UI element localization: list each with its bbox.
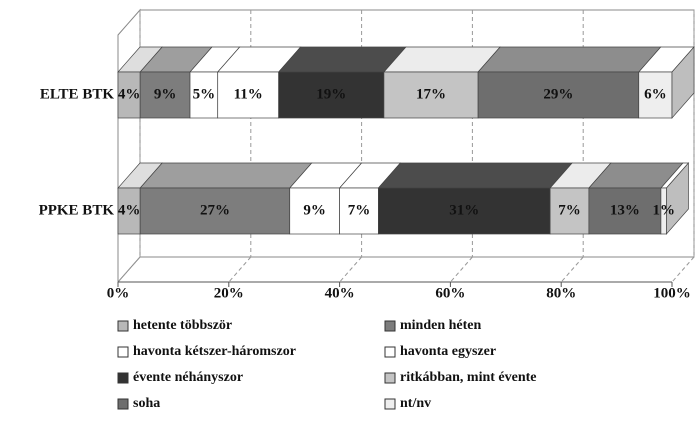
data-label: 9% xyxy=(154,86,177,102)
legend-swatch xyxy=(384,372,396,384)
x-tick-label: 20% xyxy=(214,285,244,301)
data-label: 9% xyxy=(303,202,326,218)
grid-line xyxy=(339,256,362,283)
data-label: 13% xyxy=(610,202,640,218)
legend-label: évente néhányszor xyxy=(133,370,243,385)
x-tick-label: 60% xyxy=(435,285,465,301)
bar-segment xyxy=(378,187,551,235)
legend-label: havonta egyszer xyxy=(400,344,496,359)
legend-label: havonta kétszer-háromszor xyxy=(133,344,296,359)
legend-swatch xyxy=(117,346,129,358)
data-label: 31% xyxy=(449,202,479,218)
bar-segment xyxy=(339,187,379,235)
data-label: 7% xyxy=(348,202,371,218)
legend-swatch xyxy=(384,346,396,358)
bar-side xyxy=(671,46,695,119)
bar-top xyxy=(139,162,313,189)
bar-segment xyxy=(289,187,340,235)
data-label: 4% xyxy=(118,202,141,218)
grid-line xyxy=(671,256,695,283)
x-tick-label: 80% xyxy=(546,285,576,301)
data-label: 11% xyxy=(234,86,263,102)
bar-segment xyxy=(139,71,191,119)
category-label: ELTE BTK xyxy=(40,86,114,102)
legend-label: nt/nv xyxy=(400,396,431,411)
data-label: 7% xyxy=(558,202,581,218)
x-tick-label: 100% xyxy=(653,285,691,301)
legend-swatch xyxy=(384,398,396,410)
data-label: 6% xyxy=(644,86,667,102)
legend-swatch xyxy=(117,372,129,384)
bar-segment xyxy=(638,71,673,119)
legend-swatch xyxy=(117,320,129,332)
data-label: 5% xyxy=(193,86,216,102)
bar-top xyxy=(477,46,662,73)
category-label: PPKE BTK xyxy=(39,202,115,218)
x-tick-label: 40% xyxy=(325,285,355,301)
bar-segment xyxy=(217,71,280,119)
grid-line xyxy=(228,256,252,283)
legend-label: soha xyxy=(133,396,160,411)
data-label: 4% xyxy=(118,86,141,102)
grid-line xyxy=(117,256,141,283)
bar-segment xyxy=(383,71,479,119)
bar-top xyxy=(377,162,573,189)
data-label: 27% xyxy=(200,202,230,218)
data-label: 1% xyxy=(652,202,675,218)
grid-line xyxy=(450,256,473,283)
legend-label: ritkábban, mint évente xyxy=(400,370,537,385)
legend-swatch xyxy=(384,320,396,332)
bar-segment xyxy=(278,71,385,119)
legend-label: minden héten xyxy=(400,318,482,333)
data-label: 19% xyxy=(316,86,346,102)
legend-label: hetente többször xyxy=(133,318,232,333)
bar-side xyxy=(666,162,689,235)
grid-line xyxy=(560,256,584,283)
x-tick-label: 0% xyxy=(107,285,130,301)
legend-swatch xyxy=(117,398,129,410)
bar-segment xyxy=(588,187,662,235)
bar-segment xyxy=(139,187,291,235)
bar-segment xyxy=(189,71,219,119)
bar-segment xyxy=(477,71,640,119)
bar-segment xyxy=(549,187,590,235)
data-label: 17% xyxy=(416,86,446,102)
data-label: 29% xyxy=(543,86,573,102)
